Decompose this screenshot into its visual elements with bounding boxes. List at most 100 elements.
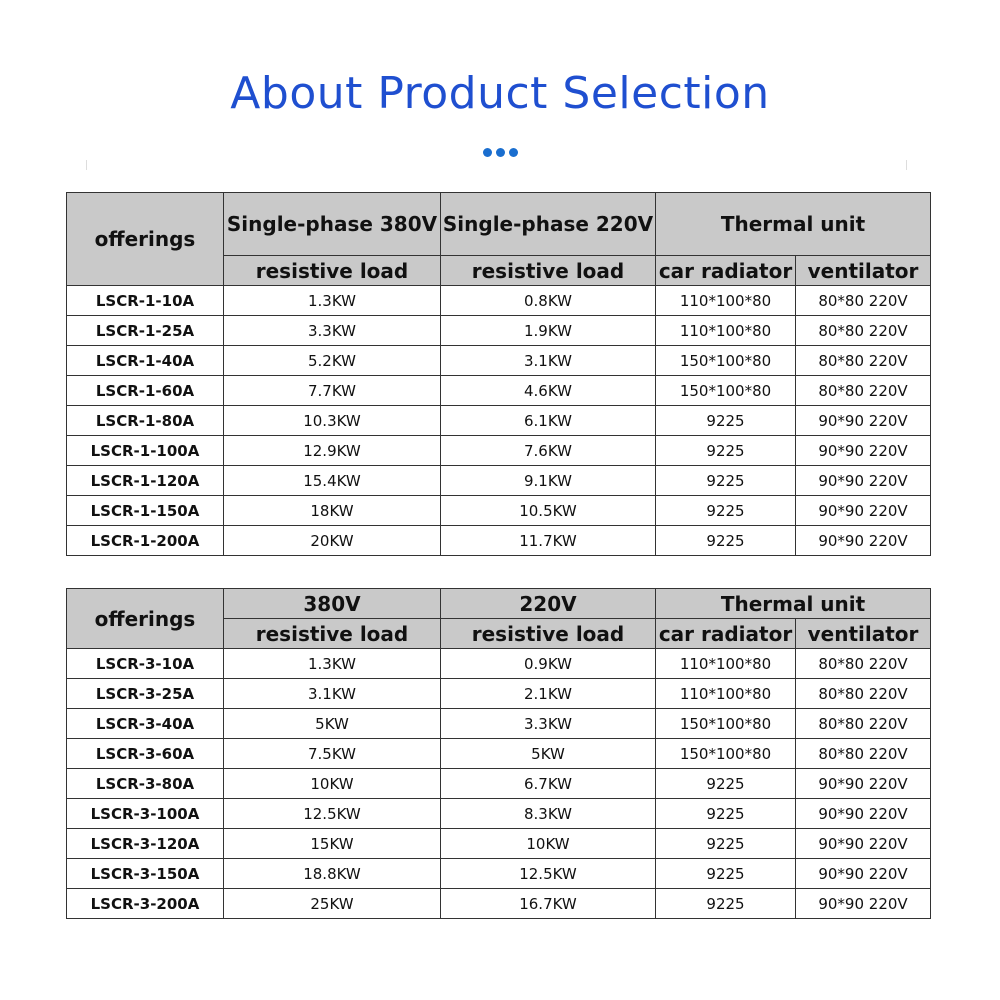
table-row: LSCR-3-60A 7.5KW 5KW 150*100*80 80*80 220V [66, 738, 932, 769]
header-sub1: resistive load [223, 255, 441, 286]
divider [86, 160, 87, 170]
table-row: LSCR-3-120A 15KW 10KW 9225 90*90 220V [66, 828, 932, 859]
radiator-cell: 9225 [655, 465, 796, 496]
model-cell: LSCR-3-100A [66, 798, 224, 829]
table-body: LSCR-3-10A 1.3KW 0.9KW 110*100*80 80*80 220V… [66, 648, 932, 919]
radiator-cell: 110*100*80 [655, 315, 796, 346]
ventilator-cell: 90*90 220V [794, 828, 932, 859]
model-cell: LSCR-1-120A [66, 465, 224, 496]
ventilator-cell: 80*80 220V [794, 708, 932, 739]
model-cell: LSCR-1-150A [66, 495, 224, 526]
load-380-cell: 15.4KW [223, 465, 441, 496]
radiator-cell: 9225 [655, 888, 796, 919]
load-220-cell: 5KW [440, 738, 656, 769]
table-row: LSCR-1-100A 12.9KW 7.6KW 9225 90*90 220V [66, 435, 932, 466]
model-cell: LSCR-1-25A [66, 315, 224, 346]
model-cell: LSCR-1-60A [66, 375, 224, 406]
radiator-cell: 9225 [655, 798, 796, 829]
load-220-cell: 0.9KW [440, 648, 656, 679]
load-380-cell: 18KW [223, 495, 441, 526]
load-220-cell: 7.6KW [440, 435, 656, 466]
ventilator-cell: 90*90 220V [794, 888, 932, 919]
product-table-three-phase: offerings 380V 220V Thermal unit resisti… [66, 588, 932, 919]
load-380-cell: 7.7KW [223, 375, 441, 406]
page-title: About Product Selection [230, 68, 770, 119]
radiator-cell: 9225 [655, 525, 796, 556]
ventilator-cell: 90*90 220V [794, 405, 932, 436]
load-220-cell: 12.5KW [440, 858, 656, 889]
load-220-cell: 10.5KW [440, 495, 656, 526]
load-380-cell: 10.3KW [223, 405, 441, 436]
radiator-cell: 9225 [655, 768, 796, 799]
table-row: LSCR-1-10A 1.3KW 0.8KW 110*100*80 80*80 220V [66, 285, 932, 316]
load-380-cell: 3.3KW [223, 315, 441, 346]
header-sub3: car radiator [655, 255, 796, 286]
table-body: LSCR-1-10A 1.3KW 0.8KW 110*100*80 80*80 220V… [66, 285, 932, 556]
radiator-cell: 9225 [655, 828, 796, 859]
header-sub1: resistive load [223, 618, 441, 649]
table-row: LSCR-1-25A 3.3KW 1.9KW 110*100*80 80*80 220V [66, 315, 932, 346]
load-220-cell: 6.7KW [440, 768, 656, 799]
product-table-single-phase: offerings Single-phase 380V Single-phase… [66, 192, 932, 556]
radiator-cell: 150*100*80 [655, 345, 796, 376]
radiator-cell: 9225 [655, 435, 796, 466]
header-offerings: offerings [66, 192, 224, 286]
load-220-cell: 0.8KW [440, 285, 656, 316]
header-col2: 220V [440, 588, 656, 619]
model-cell: LSCR-1-100A [66, 435, 224, 466]
load-380-cell: 10KW [223, 768, 441, 799]
model-cell: LSCR-3-60A [66, 738, 224, 769]
table-row: LSCR-3-80A 10KW 6.7KW 9225 90*90 220V [66, 768, 932, 799]
divider [906, 160, 907, 170]
radiator-cell: 110*100*80 [655, 678, 796, 709]
ventilator-cell: 80*80 220V [794, 315, 932, 346]
model-cell: LSCR-3-200A [66, 888, 224, 919]
load-220-cell: 3.1KW [440, 345, 656, 376]
load-380-cell: 5.2KW [223, 345, 441, 376]
table-row: LSCR-1-120A 15.4KW 9.1KW 9225 90*90 220V [66, 465, 932, 496]
radiator-cell: 9225 [655, 858, 796, 889]
load-220-cell: 1.9KW [440, 315, 656, 346]
ventilator-cell: 80*80 220V [794, 648, 932, 679]
radiator-cell: 150*100*80 [655, 708, 796, 739]
table-row: LSCR-3-150A 18.8KW 12.5KW 9225 90*90 220V [66, 858, 932, 889]
ventilator-cell: 80*80 220V [794, 285, 932, 316]
model-cell: LSCR-1-80A [66, 405, 224, 436]
load-380-cell: 15KW [223, 828, 441, 859]
table-row: LSCR-1-60A 7.7KW 4.6KW 150*100*80 80*80 220V [66, 375, 932, 406]
load-380-cell: 25KW [223, 888, 441, 919]
load-380-cell: 20KW [223, 525, 441, 556]
ventilator-cell: 90*90 220V [794, 798, 932, 829]
load-380-cell: 3.1KW [223, 678, 441, 709]
load-380-cell: 18.8KW [223, 858, 441, 889]
ventilator-cell: 90*90 220V [794, 465, 932, 496]
table-row: LSCR-1-150A 18KW 10.5KW 9225 90*90 220V [66, 495, 932, 526]
model-cell: LSCR-1-10A [66, 285, 224, 316]
load-220-cell: 6.1KW [440, 405, 656, 436]
model-cell: LSCR-3-10A [66, 648, 224, 679]
header-sub3: car radiator [655, 618, 796, 649]
radiator-cell: 150*100*80 [655, 738, 796, 769]
decorative-dots-icon [483, 148, 518, 157]
table-row: LSCR-3-25A 3.1KW 2.1KW 110*100*80 80*80 220V [66, 678, 932, 709]
model-cell: LSCR-1-40A [66, 345, 224, 376]
table-row: LSCR-1-80A 10.3KW 6.1KW 9225 90*90 220V [66, 405, 932, 436]
table-row: LSCR-1-200A 20KW 11.7KW 9225 90*90 220V [66, 525, 932, 556]
ventilator-cell: 90*90 220V [794, 525, 932, 556]
header-col1: 380V [223, 588, 441, 619]
load-220-cell: 10KW [440, 828, 656, 859]
load-220-cell: 8.3KW [440, 798, 656, 829]
ventilator-cell: 90*90 220V [794, 768, 932, 799]
load-380-cell: 1.3KW [223, 648, 441, 679]
load-380-cell: 5KW [223, 708, 441, 739]
ventilator-cell: 80*80 220V [794, 375, 932, 406]
radiator-cell: 9225 [655, 405, 796, 436]
ventilator-cell: 90*90 220V [794, 495, 932, 526]
model-cell: LSCR-3-150A [66, 858, 224, 889]
header-offerings: offerings [66, 588, 224, 649]
ventilator-cell: 90*90 220V [794, 858, 932, 889]
header-col1: Single-phase 380V [223, 192, 441, 256]
load-380-cell: 7.5KW [223, 738, 441, 769]
ventilator-cell: 80*80 220V [794, 738, 932, 769]
model-cell: LSCR-3-80A [66, 768, 224, 799]
